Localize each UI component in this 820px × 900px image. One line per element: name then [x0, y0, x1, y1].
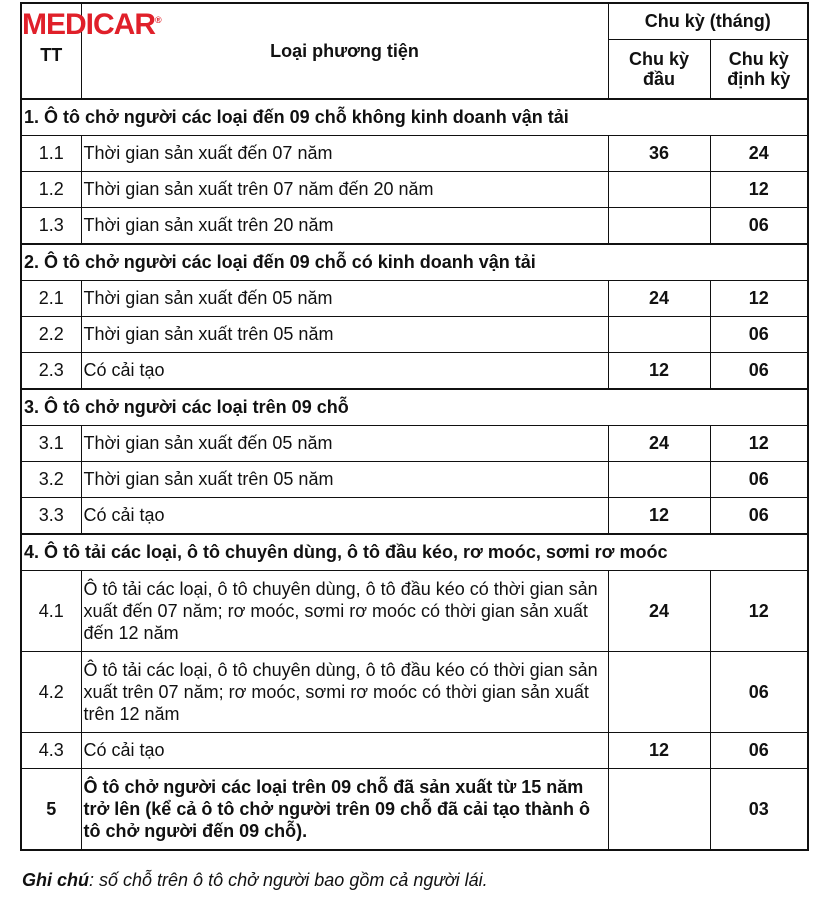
header-first-cycle: Chu kỳ đầu	[607, 38, 711, 100]
vehicle-type: Thời gian sản xuất trên 20 năm	[80, 207, 609, 245]
vehicle-type: Thời gian sản xuất đến 05 năm	[80, 280, 609, 317]
periodic-cycle: 12	[709, 280, 809, 317]
row-number: 2.3	[20, 352, 82, 390]
row-number: 1.3	[20, 207, 82, 245]
table-row: 1.2 Thời gian sản xuất trên 07 năm đến 2…	[20, 171, 809, 208]
vehicle-type: Ô tô chở người các loại trên 09 chỗ đã s…	[80, 768, 609, 851]
row-number: 1.2	[20, 171, 82, 208]
table-row: 4.1 Ô tô tải các loại, ô tô chuyên dùng,…	[20, 570, 809, 652]
section-row: 1. Ô tô chở người các loại đến 09 chỗ kh…	[20, 98, 809, 136]
inspection-cycle-table: TT Loại phương tiện Chu kỳ (tháng) Chu k…	[20, 2, 809, 851]
first-cycle: 36	[607, 135, 711, 172]
row-number: 3.1	[20, 425, 82, 462]
first-cycle: 24	[607, 570, 711, 652]
vehicle-type: Ô tô tải các loại, ô tô chuyên dùng, ô t…	[80, 570, 609, 652]
vehicle-type: Có cải tạo	[80, 352, 609, 390]
first-cycle	[607, 171, 711, 208]
periodic-cycle: 06	[709, 732, 809, 769]
first-cycle: 24	[607, 280, 711, 317]
row-number: 4.2	[20, 651, 82, 733]
table-row: 2.1 Thời gian sản xuất đến 05 năm 24 12	[20, 280, 809, 317]
first-cycle: 24	[607, 425, 711, 462]
vehicle-type: Thời gian sản xuất trên 07 năm đến 20 nă…	[80, 171, 609, 208]
header-cycle: Chu kỳ (tháng)	[607, 2, 809, 40]
table-row: 4.3 Có cải tạo 12 06	[20, 732, 809, 769]
vehicle-type: Ô tô tải các loại, ô tô chuyên dùng, ô t…	[80, 651, 609, 733]
first-cycle: 12	[607, 732, 711, 769]
row-number: 3.2	[20, 461, 82, 498]
row-number: 4.1	[20, 570, 82, 652]
first-cycle	[607, 316, 711, 353]
table-row: 1.3 Thời gian sản xuất trên 20 năm 06	[20, 207, 809, 245]
note-label: Ghi chú	[22, 870, 89, 890]
section-title: 4. Ô tô tải các loại, ô tô chuyên dùng, …	[20, 533, 809, 571]
header-vehicle-type: Loại phương tiện	[80, 2, 609, 100]
note-text: : số chỗ trên ô tô chở người bao gồm cả …	[89, 870, 488, 890]
first-cycle	[607, 768, 711, 851]
row-number: 4.3	[20, 732, 82, 769]
table-row: 4.2 Ô tô tải các loại, ô tô chuyên dùng,…	[20, 651, 809, 733]
table-row: 3.1 Thời gian sản xuất đến 05 năm 24 12	[20, 425, 809, 462]
periodic-cycle: 06	[709, 461, 809, 498]
periodic-cycle: 12	[709, 171, 809, 208]
vehicle-type: Thời gian sản xuất đến 05 năm	[80, 425, 609, 462]
first-cycle	[607, 461, 711, 498]
periodic-cycle: 06	[709, 651, 809, 733]
first-cycle	[607, 207, 711, 245]
row-number: 5	[20, 768, 82, 851]
periodic-cycle: 03	[709, 768, 809, 851]
periodic-cycle: 24	[709, 135, 809, 172]
periodic-cycle: 12	[709, 425, 809, 462]
section-title: 1. Ô tô chở người các loại đến 09 chỗ kh…	[20, 98, 809, 136]
header-tt: TT	[20, 2, 82, 100]
periodic-cycle: 06	[709, 497, 809, 535]
table-row: 2.3 Có cải tạo 12 06	[20, 352, 809, 390]
row-number: 2.1	[20, 280, 82, 317]
cycle-table-container: TT Loại phương tiện Chu kỳ (tháng) Chu k…	[20, 2, 809, 851]
vehicle-type: Thời gian sản xuất đến 07 năm	[80, 135, 609, 172]
table-row: 1.1 Thời gian sản xuất đến 07 năm 36 24	[20, 135, 809, 172]
footnote: Ghi chú: số chỗ trên ô tô chở người bao …	[22, 870, 488, 891]
section-row: 3. Ô tô chở người các loại trên 09 chỗ	[20, 388, 809, 426]
vehicle-type: Có cải tạo	[80, 497, 609, 535]
section-title: 2. Ô tô chở người các loại đến 09 chỗ có…	[20, 243, 809, 281]
first-cycle: 12	[607, 352, 711, 390]
section-row: 4. Ô tô tải các loại, ô tô chuyên dùng, …	[20, 533, 809, 571]
row-number: 3.3	[20, 497, 82, 535]
vehicle-type: Thời gian sản xuất trên 05 năm	[80, 316, 609, 353]
table-row: 3.3 Có cải tạo 12 06	[20, 497, 809, 535]
medicar-logo: MEDICAR®	[22, 8, 162, 41]
row-number: 2.2	[20, 316, 82, 353]
table-row: 3.2 Thời gian sản xuất trên 05 năm 06	[20, 461, 809, 498]
first-cycle: 12	[607, 497, 711, 535]
table-row: 2.2 Thời gian sản xuất trên 05 năm 06	[20, 316, 809, 353]
periodic-cycle: 06	[709, 352, 809, 390]
table-row: 5 Ô tô chở người các loại trên 09 chỗ đã…	[20, 768, 809, 851]
periodic-cycle: 06	[709, 207, 809, 245]
section-row: 2. Ô tô chở người các loại đến 09 chỗ có…	[20, 243, 809, 281]
header-periodic-cycle: Chu kỳ định kỳ	[709, 38, 809, 100]
vehicle-type: Có cải tạo	[80, 732, 609, 769]
first-cycle	[607, 651, 711, 733]
section-title: 3. Ô tô chở người các loại trên 09 chỗ	[20, 388, 809, 426]
vehicle-type: Thời gian sản xuất trên 05 năm	[80, 461, 609, 498]
row-number: 1.1	[20, 135, 82, 172]
periodic-cycle: 06	[709, 316, 809, 353]
periodic-cycle: 12	[709, 570, 809, 652]
